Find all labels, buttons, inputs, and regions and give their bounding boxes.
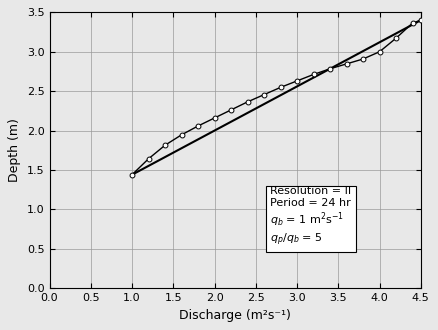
Y-axis label: Depth (m): Depth (m) [8,118,21,182]
Text: Resolution = II
Period = 24 hr
$q_b$ = 1 m$^2$s$^{-1}$
$q_p$/$q_b$ = 5: Resolution = II Period = 24 hr $q_b$ = 1… [270,186,352,248]
X-axis label: Discharge (m²s⁻¹): Discharge (m²s⁻¹) [179,309,291,322]
